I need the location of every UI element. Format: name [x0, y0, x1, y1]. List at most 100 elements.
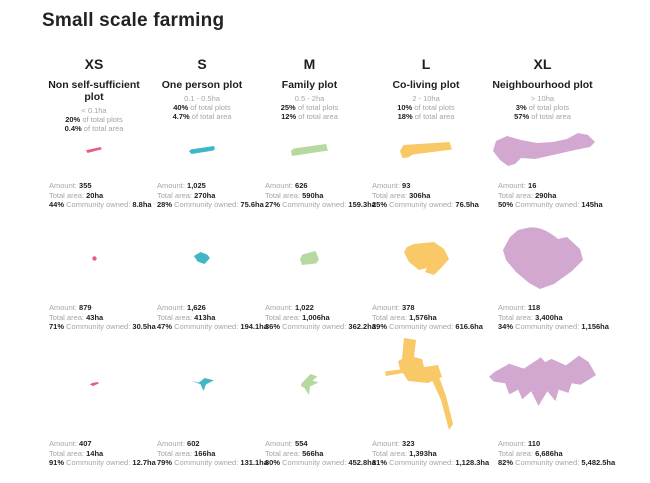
total-area-value: 3,400ha: [535, 312, 563, 322]
total-area-value: 413ha: [194, 312, 216, 322]
total-area-label: Total area:: [49, 312, 85, 322]
community-label: Community owned:: [174, 322, 239, 331]
plots-pct: 25%: [280, 103, 296, 112]
area-share-label: of total area: [83, 124, 124, 133]
amount-value: 602: [187, 439, 200, 448]
amount-label: Amount:: [49, 303, 77, 312]
community-area-value: 1,128.3ha: [455, 458, 490, 467]
plot-stats: Amount: 879 Total area: 43ha 71% Communi…: [40, 298, 156, 334]
amount-value: 323: [402, 439, 415, 448]
plots-share: 40% of total plots: [148, 103, 256, 112]
plot-shape: [492, 133, 595, 166]
plot-shape-cell: [40, 124, 148, 176]
total-area-label: Total area:: [157, 312, 193, 322]
community-pct: 81%: [372, 458, 388, 467]
size-label: L: [421, 56, 431, 72]
plot-shape: [194, 252, 210, 264]
plot-shape-cell: [363, 218, 489, 298]
amount-value: 1,626: [187, 303, 206, 312]
plot-stats: Amount: 93 Total area: 306ha 25% Communi…: [363, 176, 489, 218]
column-header-xs: XS Non self-sufficient plot < 0.1ha 20% …: [40, 56, 148, 133]
plots-pct: 20%: [65, 115, 81, 124]
community-area-value: 194.1ha: [240, 322, 268, 331]
plots-share: 3% of total plots: [489, 103, 596, 112]
community-area-value: 30.5ha: [132, 322, 156, 331]
size-label: M: [303, 56, 316, 72]
area-share-label: of total area: [531, 112, 571, 121]
size-range: < 0.1ha: [81, 106, 107, 115]
community-pct: 79%: [157, 458, 173, 467]
community-label: Community owned:: [174, 200, 239, 209]
amount-label: Amount:: [498, 181, 526, 190]
plot-stats: Amount: 407 Total area: 14ha 91% Communi…: [40, 434, 156, 480]
amount-label: Amount:: [157, 303, 185, 312]
total-area-value: 290ha: [535, 190, 557, 200]
community-area-value: 362.2ha: [348, 322, 376, 331]
plot-shape-cell: [40, 334, 148, 434]
stat-community: 50% Community owned: 145ha: [498, 200, 620, 210]
amount-value: 879: [79, 303, 92, 312]
plot-stats: Amount: 602 Total area: 166ha 79% Commun…: [148, 434, 268, 480]
community-pct: 28%: [157, 200, 173, 209]
community-label: Community owned:: [66, 458, 131, 467]
stat-total-area: Total area: 14ha: [49, 449, 148, 459]
plot-type-label: Non self-sufficient plot: [48, 79, 140, 103]
plot-stats: Amount: 323 Total area: 1,393ha 81% Comm…: [363, 434, 489, 480]
amount-value: 355: [79, 181, 92, 190]
area-pct: 18%: [397, 112, 413, 121]
amount-label: Amount:: [157, 181, 185, 190]
total-area-label: Total area:: [372, 190, 408, 200]
plot-stats: Amount: 355 Total area: 20ha 44% Communi…: [40, 176, 152, 218]
community-label: Community owned:: [515, 322, 580, 331]
area-share: 0.4% of total area: [40, 124, 148, 133]
community-pct: 36%: [265, 322, 281, 331]
stat-amount: Amount: 879: [49, 303, 148, 313]
total-area-label: Total area:: [157, 448, 193, 458]
column-header-s: S One person plot 0.1 - 0.5ha 40% of tot…: [148, 56, 256, 124]
size-range: 2 - 10ha: [412, 94, 440, 103]
stat-total-area: Total area: 270ha: [157, 191, 256, 201]
size-range: 0.1 - 0.5ha: [184, 94, 220, 103]
community-pct: 82%: [498, 458, 514, 467]
plot-shape-cell: [363, 124, 489, 176]
plots-pct: 3%: [515, 103, 527, 112]
community-area-value: 76.5ha: [455, 200, 479, 209]
plot-shape-cell: [148, 334, 256, 434]
plot-stats: Amount: 118 Total area: 3,400ha 34% Comm…: [489, 298, 620, 334]
stat-amount: Amount: 407: [49, 439, 148, 449]
community-pct: 50%: [498, 200, 514, 209]
plot-shape-xs-row1: [86, 147, 102, 153]
stat-total-area: Total area: 1,393ha: [372, 449, 489, 459]
plot-shape-l-row3: [385, 338, 453, 430]
amount-label: Amount:: [157, 439, 185, 448]
column-header-m: M Family plot 0.5 - 2ha 25% of total plo…: [256, 56, 363, 124]
plot-shape-xl-row1: [492, 133, 595, 166]
stat-community: 28% Community owned: 75.6ha: [157, 200, 264, 210]
plot-stats: Amount: 378 Total area: 1,576ha 39% Comm…: [363, 298, 489, 334]
plots-share-label: of total plots: [528, 103, 570, 112]
stat-total-area: Total area: 566ha: [265, 449, 363, 459]
plot-shape-l-row2: [404, 241, 449, 275]
area-pct: 12%: [281, 112, 297, 121]
stat-total-area: Total area: 306ha: [372, 191, 489, 201]
plots-share: 25% of total plots: [256, 103, 363, 112]
stat-amount: Amount: 355: [49, 181, 148, 191]
amount-value: 554: [295, 439, 308, 448]
plot-shape-m-row3: [300, 373, 318, 395]
plot-shape: [489, 355, 596, 406]
area-pct: 4.7%: [172, 112, 190, 121]
total-area-value: 166ha: [194, 448, 216, 458]
plots-share: 20% of total plots: [40, 115, 148, 124]
community-pct: 44%: [49, 200, 65, 209]
plot-shape: [300, 251, 319, 265]
community-label: Community owned:: [174, 458, 239, 467]
stat-total-area: Total area: 290ha: [498, 191, 620, 201]
plot-shape-cell: [363, 334, 489, 434]
total-area-value: 270ha: [194, 190, 216, 200]
column-header-l: L Co-living plot 2 - 10ha 10% of total p…: [363, 56, 489, 124]
plot-grid: XS Non self-sufficient plot < 0.1ha 20% …: [40, 56, 620, 480]
size-range: > 10ha: [530, 94, 555, 103]
plots-pct: 40%: [173, 103, 189, 112]
community-pct: 25%: [372, 200, 388, 209]
plot-shape: [502, 227, 583, 289]
